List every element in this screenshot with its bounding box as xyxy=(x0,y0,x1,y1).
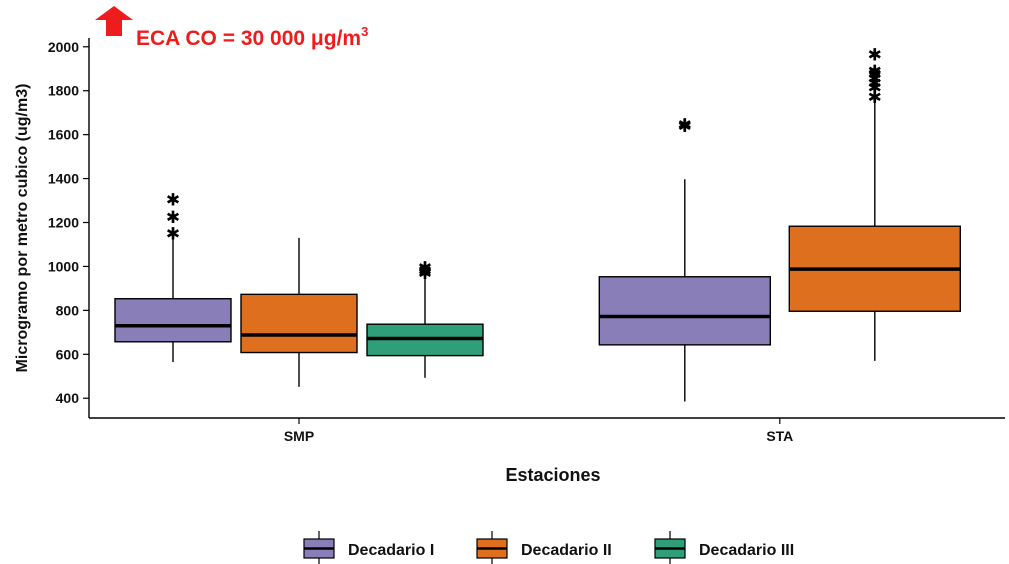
plot-area: ✱✱✱✱✱✱✱✱✱✱✱✱✱✱✱ xyxy=(114,45,961,402)
y-axis-ticks: 400 600 800 1000 1200 1400 1600 1800 2000 xyxy=(48,39,89,406)
outlier-point: ✱ xyxy=(868,74,882,94)
x-tick-label-sta: STA xyxy=(766,428,793,444)
legend-item-decadario-i: Decadario I xyxy=(303,531,434,564)
box-decadario-ii-sta: ✱✱✱✱✱✱✱ xyxy=(788,45,961,361)
outlier-point: ✱ xyxy=(166,190,180,210)
y-tick-label: 600 xyxy=(56,346,80,362)
outlier-point: ✱ xyxy=(166,208,180,228)
legend-item-decadario-iii: Decadario III xyxy=(654,531,794,564)
y-tick-label: 400 xyxy=(56,390,80,406)
outlier-point: ✱ xyxy=(868,65,882,85)
up-arrow-icon xyxy=(95,6,133,36)
y-tick-label: 800 xyxy=(56,302,80,318)
box-decadario-iii-smp: ✱✱✱ xyxy=(366,258,484,378)
outlier-point: ✱ xyxy=(868,70,882,90)
x-axis-title: Estaciones xyxy=(505,465,600,485)
eca-annotation: ECA CO = 30 000 μg/m3 xyxy=(95,6,368,50)
legend-label: Decadario I xyxy=(348,542,434,559)
outlier-point: ✱ xyxy=(678,117,692,137)
y-tick-label: 1600 xyxy=(48,127,79,143)
eca-annotation-superscript: 3 xyxy=(361,24,368,39)
y-tick-label: 1800 xyxy=(48,83,79,99)
box-iqr xyxy=(598,276,771,346)
outlier-point: ✱ xyxy=(868,88,882,108)
outlier-point: ✱ xyxy=(868,45,882,65)
outlier-point: ✱ xyxy=(418,262,432,282)
x-tick-label-smp: SMP xyxy=(284,428,314,444)
box-decadario-ii-smp xyxy=(240,237,358,387)
legend-label: Decadario II xyxy=(521,542,612,559)
legend-item-decadario-ii: Decadario II xyxy=(476,531,612,564)
box-iqr xyxy=(114,298,232,343)
box-decadario-i-sta: ✱✱ xyxy=(598,116,771,402)
y-tick-label: 2000 xyxy=(48,39,79,55)
outlier-point: ✱ xyxy=(868,78,882,98)
box-iqr xyxy=(240,293,358,354)
box-decadario-i-smp: ✱✱✱ xyxy=(114,190,232,362)
eca-annotation-text: ECA CO = 30 000 μg/m3 xyxy=(136,24,368,50)
outlier-point: ✱ xyxy=(868,62,882,82)
outlier-point: ✱ xyxy=(678,116,692,136)
y-tick-label: 1400 xyxy=(48,171,79,187)
outlier-point: ✱ xyxy=(418,264,432,284)
y-tick-label: 1200 xyxy=(48,215,79,231)
outlier-point: ✱ xyxy=(166,224,180,244)
y-tick-label: 1000 xyxy=(48,258,79,274)
outlier-point: ✱ xyxy=(418,258,432,278)
x-axis-ticks: SMP STA xyxy=(284,418,793,444)
legend-label: Decadario III xyxy=(699,542,794,559)
legend: Decadario I Decadario II Decadario III xyxy=(303,531,794,564)
y-axis-title: Microgramo por metro cubico (ug/m3) xyxy=(14,84,31,373)
